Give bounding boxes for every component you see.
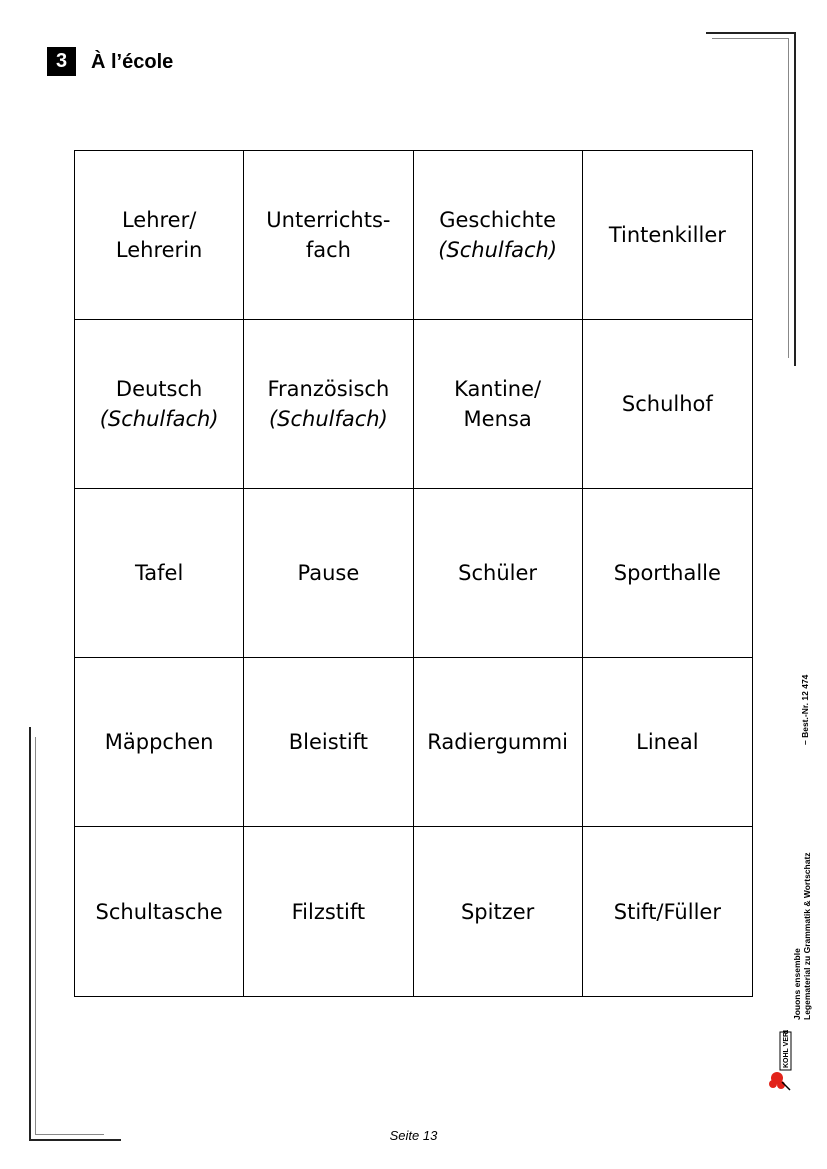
- publisher-logo-icon: KOHL VERLAG: [769, 1030, 792, 1091]
- card-word: Tintenkiller: [608, 223, 726, 247]
- card-word: Stift/Füller: [613, 899, 721, 924]
- card-word: Lehrer/: [121, 208, 197, 232]
- vocabulary-card: Geschichte (Schulfach): [413, 151, 583, 320]
- card-word: Bleistift: [288, 730, 368, 754]
- card-word: Schüler: [458, 561, 538, 585]
- svg-text:KOHL VERLAG: KOHL VERLAG: [783, 1030, 790, 1068]
- page-number: Seite 13: [389, 1128, 438, 1143]
- corner-frame-bottom-left-inner: [35, 737, 104, 1135]
- vocabulary-card: Filzstift: [244, 827, 414, 996]
- vocabulary-card: Schüler: [413, 489, 583, 658]
- card-word: Filzstift: [291, 899, 366, 924]
- card-word: Radiergummi: [427, 730, 568, 754]
- vocabulary-card: Tintenkiller: [582, 151, 752, 320]
- vocabulary-card: Schulhof: [582, 320, 752, 489]
- side-info: Jouons ensemble Legematerial zu Grammati…: [792, 852, 812, 1020]
- vocabulary-card: Mäppchen: [75, 658, 245, 827]
- vocabulary-card: Französisch (Schulfach): [244, 320, 414, 489]
- series-subtitle: Legematerial zu Grammatik & Wortschatz: [802, 852, 812, 1020]
- vocabulary-card-grid: Lehrer/Lehrerin Unterrichts-fach Geschicht…: [74, 150, 753, 997]
- card-word: Lehrerin: [115, 238, 203, 262]
- card-word: fach: [305, 238, 351, 262]
- card-word: Kantine/: [454, 377, 542, 401]
- card-word: Französisch: [267, 377, 390, 401]
- card-word: Unterrichts-: [266, 208, 391, 232]
- card-word: Schultasche: [95, 899, 223, 924]
- vocabulary-card: Deutsch (Schulfach): [75, 320, 245, 489]
- card-word: Lineal: [636, 730, 699, 754]
- corner-frame-top-right: [706, 32, 796, 366]
- card-subject-note: (Schulfach): [268, 407, 388, 431]
- card-word: Tafel: [134, 561, 184, 585]
- card-subject-note: (Schulfach): [438, 238, 558, 262]
- vocabulary-card: Kantine/Mensa: [413, 320, 583, 489]
- vocabulary-card: Unterrichts-fach: [244, 151, 414, 320]
- corner-frame-bottom-left: [29, 727, 121, 1141]
- vocabulary-card: Stift/Füller: [583, 827, 752, 996]
- vocabulary-card: Sporthalle: [582, 489, 752, 658]
- card-word: Geschichte: [439, 208, 557, 232]
- vocabulary-card: Schultasche: [75, 827, 245, 996]
- card-word: Mensa: [463, 407, 532, 431]
- card-subject-note: (Schulfach): [99, 407, 219, 431]
- vocabulary-card: Radiergummi: [413, 658, 583, 827]
- vocabulary-card: Lineal: [582, 658, 752, 827]
- card-word: Spitzer: [460, 899, 535, 924]
- vocabulary-card: Pause: [244, 489, 414, 658]
- section-number-badge: 3: [47, 47, 76, 76]
- vocabulary-card: Spitzer: [414, 827, 583, 996]
- card-word: Sporthalle: [613, 561, 721, 585]
- vocabulary-card: Tafel: [75, 489, 245, 658]
- vocabulary-card: Lehrer/Lehrerin: [75, 151, 245, 320]
- card-word: Deutsch: [115, 377, 203, 401]
- corner-frame-top-right-inner: [712, 38, 789, 358]
- card-word: Mäppchen: [104, 730, 214, 754]
- card-word: Pause: [297, 561, 360, 585]
- series-title: Jouons ensemble: [792, 948, 802, 1020]
- order-number: – Best.-Nr. 12 474: [800, 674, 810, 745]
- vocabulary-card: Bleistift: [244, 658, 414, 827]
- page-title: À l’école: [91, 51, 174, 73]
- card-word: Schulhof: [621, 392, 713, 416]
